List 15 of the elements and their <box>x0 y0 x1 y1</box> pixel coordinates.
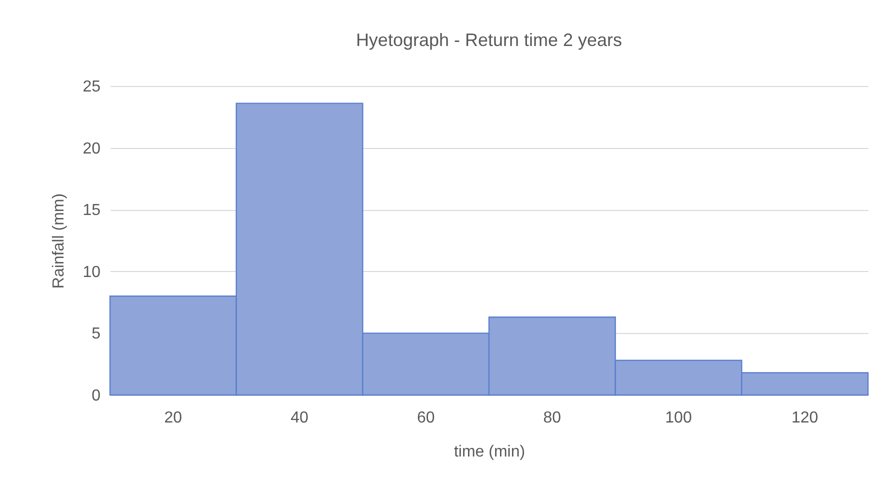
y-tick-label: 0 <box>92 388 101 404</box>
chart-title: Hyetograph - Return time 2 years <box>356 30 622 50</box>
x-axis-title: time (min) <box>454 444 526 460</box>
x-tick-label: 80 <box>543 410 562 426</box>
y-tick-label: 20 <box>82 140 101 158</box>
x-tick-label: 60 <box>416 410 435 426</box>
x-tick-label: 120 <box>791 410 818 426</box>
y-tick-label: 10 <box>82 264 101 281</box>
y-tick-label: 15 <box>82 202 101 220</box>
y-tick-label: 25 <box>82 78 101 96</box>
y-tick-label: 5 <box>92 326 101 343</box>
x-tick-label: 20 <box>164 410 182 426</box>
x-tick-label: 100 <box>665 410 692 426</box>
x-tick-label: 40 <box>290 410 308 426</box>
y-axis-title: Rainfall (mm) <box>50 193 68 289</box>
